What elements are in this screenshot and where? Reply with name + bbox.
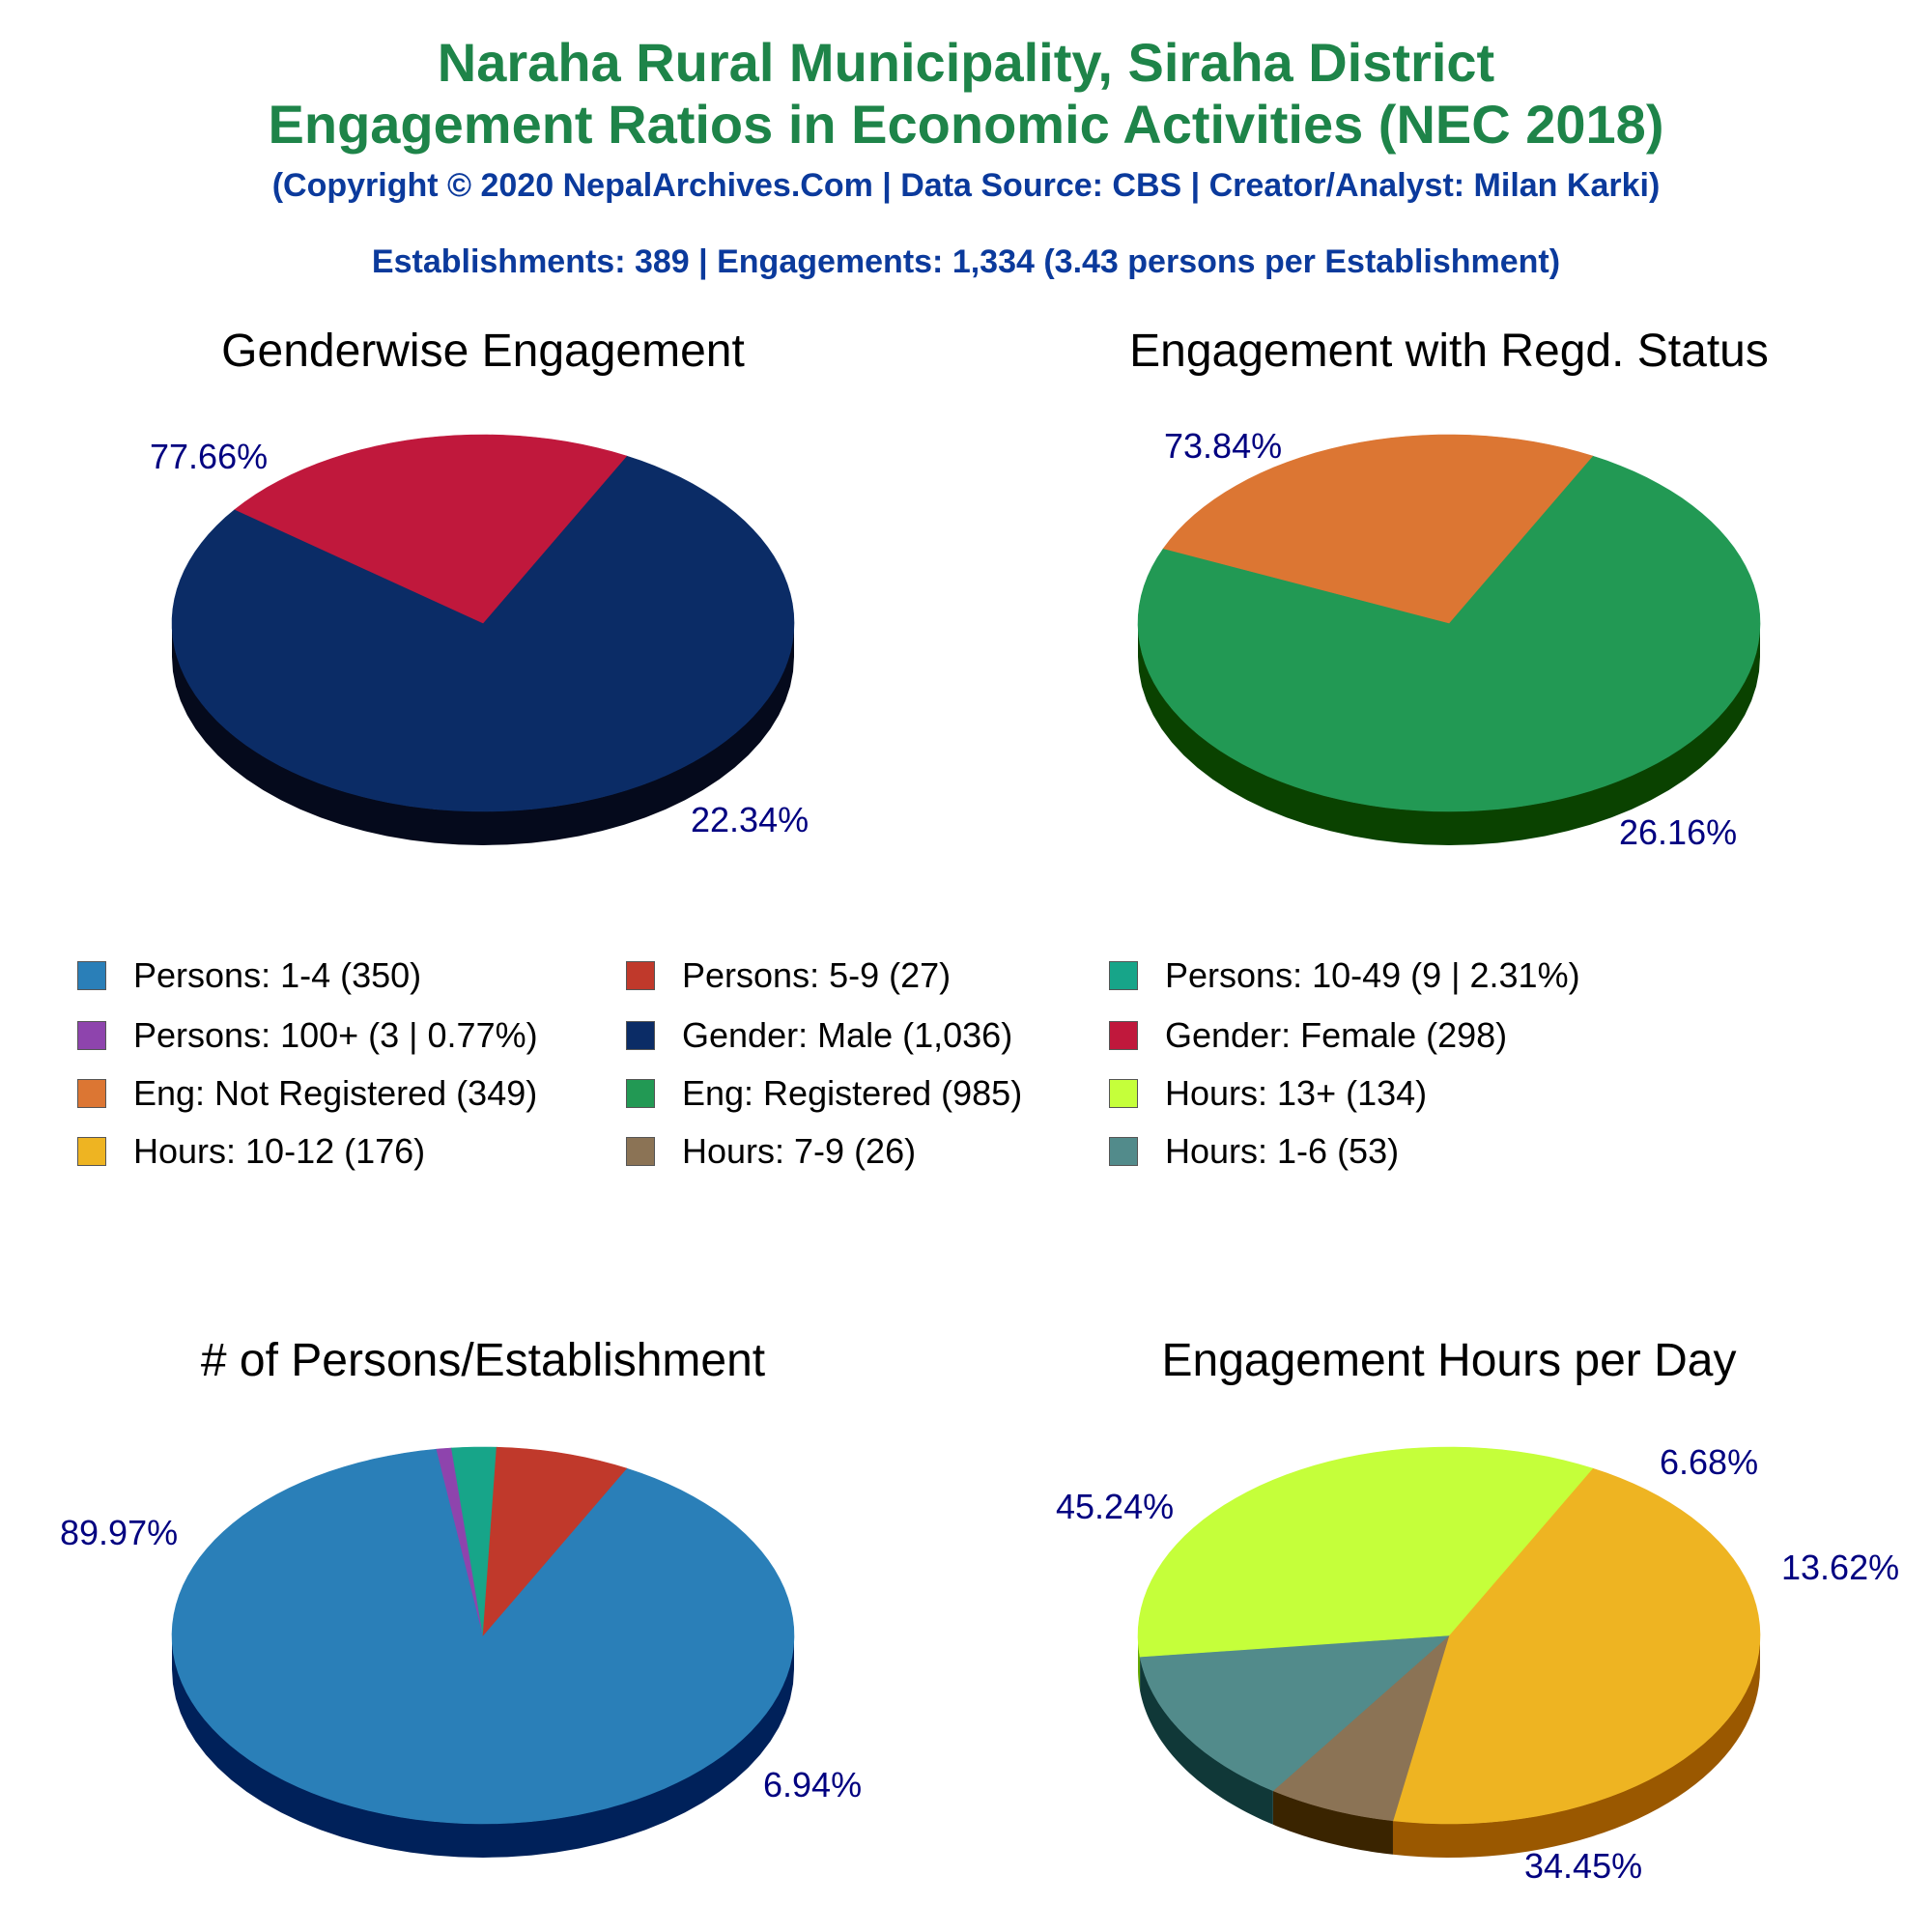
legend-label: Hours: 10-12 (176): [133, 1131, 426, 1171]
legend-swatch: [77, 961, 106, 990]
pie-label-hours-1-6: 13.62%: [1781, 1548, 1900, 1587]
legend-item: Eng: Registered (985): [626, 1072, 1022, 1115]
legend-label: Gender: Male (1,036): [682, 1015, 1013, 1055]
legend-swatch: [626, 1021, 655, 1050]
pie-chart-gender: [171, 434, 795, 845]
pie-slice-hours-13: [1137, 1446, 1594, 1658]
pie-label-not-registered: 26.16%: [1619, 812, 1738, 852]
pie-label-registered: 73.84%: [1164, 426, 1283, 466]
legend-item: Eng: Not Registered (349): [77, 1072, 537, 1115]
pie-label-male: 77.66%: [150, 437, 269, 476]
legend-item: Hours: 1-6 (53): [1109, 1130, 1399, 1173]
legend-item: Hours: 10-12 (176): [77, 1130, 425, 1173]
legend-swatch: [1109, 1137, 1138, 1166]
legend-label: Hours: 13+ (134): [1165, 1073, 1428, 1113]
pie-side-gender-male: [172, 623, 794, 845]
legend-swatch: [1109, 1021, 1138, 1050]
pie-sides-hours: [1138, 1635, 1760, 1858]
legend-label: Hours: 7-9 (26): [682, 1131, 917, 1171]
pie-label-hours-7-9: 6.68%: [1660, 1442, 1759, 1482]
pie-side-persons-1-4: [172, 1635, 794, 1858]
legend-item: Hours: 13+ (134): [1109, 1072, 1427, 1115]
pie-tops-hours: [1137, 1446, 1761, 1825]
legend-swatch: [1109, 1079, 1138, 1108]
legend-swatch: [77, 1079, 106, 1108]
legend-label: Persons: 1-4 (350): [133, 955, 422, 995]
legend-label: Eng: Not Registered (349): [133, 1073, 538, 1113]
copyright-line: (Copyright © 2020 NepalArchives.Com | Da…: [271, 167, 1661, 204]
pie-slice-gender-female: [234, 434, 628, 624]
pie-label-hours-10-12: 45.24%: [1056, 1487, 1175, 1526]
chart-title-regd: Engagement with Regd. Status: [1129, 326, 1769, 377]
legend-item: Persons: 100+ (3 | 0.77%): [77, 1014, 538, 1057]
legend-item: Persons: 1-4 (350): [77, 954, 421, 997]
chart-title-gender: Genderwise Engagement: [221, 326, 745, 377]
pie-slice-persons-5-9: [482, 1446, 628, 1636]
pie-label-female: 22.34%: [691, 800, 810, 839]
legend-label: Persons: 100+ (3 | 0.77%): [133, 1015, 538, 1055]
pie-label-hours-13-plus: 34.45%: [1524, 1846, 1643, 1886]
pie-slice-hours-10-12: [1392, 1467, 1761, 1825]
pie-slice-hours-7-9: [1272, 1634, 1450, 1822]
pie-slice-gender-male: [171, 455, 795, 812]
pie-side-hours-13: [1138, 1635, 1141, 1691]
pie-side-hours-1-6: [1140, 1657, 1273, 1825]
legend-item: Persons: 10-49 (9 | 2.31%): [1109, 954, 1580, 997]
legend-swatch: [626, 1137, 655, 1166]
pie-slice-eng-registered: [1137, 455, 1761, 812]
pie-label-persons-1-4: 89.97%: [60, 1513, 179, 1552]
chart-title-persons: # of Persons/Establishment: [200, 1335, 766, 1386]
pie-tops-gender: [171, 434, 795, 812]
pie-slice-persons-1-4: [171, 1448, 795, 1825]
legend-swatch: [77, 1021, 106, 1050]
pie-tops-regd: [1137, 434, 1761, 812]
pie-side-hours-7-9: [1272, 1790, 1393, 1855]
chart-title-hours: Engagement Hours per Day: [1161, 1335, 1737, 1386]
legend-item: Hours: 7-9 (26): [626, 1130, 916, 1173]
legend-item: Gender: Male (1,036): [626, 1014, 1012, 1057]
pie-chart-persons: [171, 1446, 795, 1858]
pie-side-hours-10-12: [1392, 1635, 1760, 1858]
main-title-line2: Engagement Ratios in Economic Activities…: [268, 94, 1664, 155]
legend-item: Persons: 5-9 (27): [626, 954, 951, 997]
summary-line: Establishments: 389 | Engagements: 1,334…: [371, 243, 1561, 280]
legend-swatch: [626, 1079, 655, 1108]
legend-label: Hours: 1-6 (53): [1165, 1131, 1400, 1171]
main-title-line1: Naraha Rural Municipality, Siraha Distri…: [437, 32, 1495, 93]
legend-swatch: [77, 1137, 106, 1166]
pie-slice-hours-1-6: [1139, 1634, 1450, 1792]
legend-item: Gender: Female (298): [1109, 1014, 1507, 1057]
legend-label: Eng: Registered (985): [682, 1073, 1023, 1113]
pie-slice-eng-not-registered: [1162, 434, 1594, 624]
legend-label: Persons: 10-49 (9 | 2.31%): [1165, 955, 1580, 995]
legend-label: Gender: Female (298): [1165, 1015, 1508, 1055]
legend-label: Persons: 5-9 (27): [682, 955, 952, 995]
pie-chart-hours: [1137, 1446, 1761, 1858]
legend-swatch: [626, 961, 655, 990]
pie-tops-persons: [171, 1446, 795, 1825]
pie-sides-persons: [172, 1635, 794, 1858]
pie-label-persons-5-9: 6.94%: [763, 1765, 863, 1804]
pie-side-eng-registered: [1138, 623, 1760, 845]
pie-sides-gender: [172, 623, 794, 845]
legend-swatch: [1109, 961, 1138, 990]
pie-sides-regd: [1138, 623, 1760, 845]
pie-chart-regd: [1137, 434, 1761, 845]
